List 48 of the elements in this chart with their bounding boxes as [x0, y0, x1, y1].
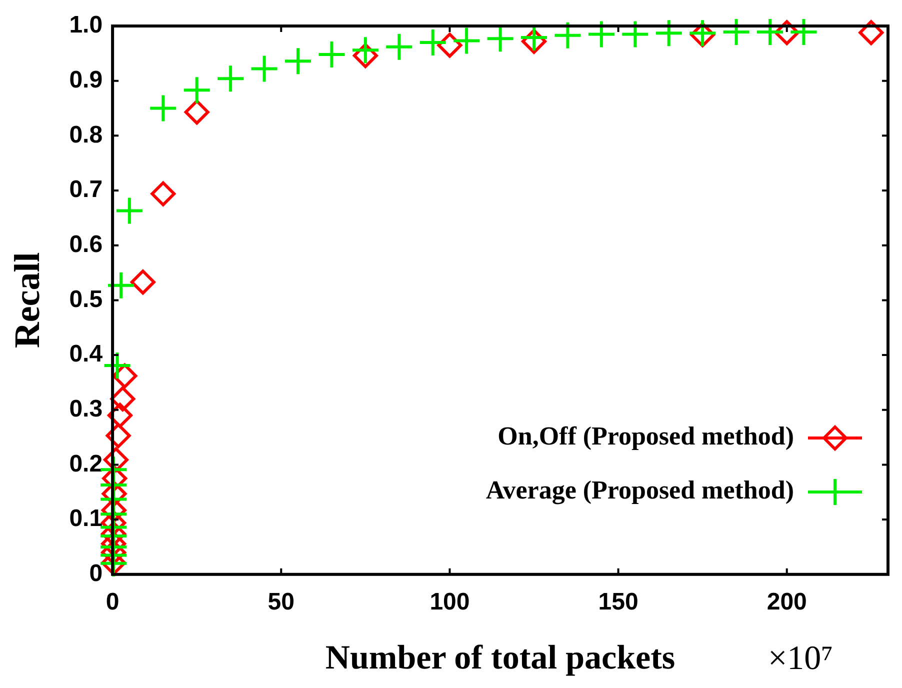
point	[487, 26, 514, 52]
point	[420, 29, 446, 56]
point	[218, 66, 244, 92]
x-tick-label: 150	[598, 588, 638, 616]
point	[386, 34, 412, 60]
y-tick-label: 0.5	[69, 286, 103, 313]
point	[184, 100, 210, 125]
point	[454, 28, 480, 54]
point	[150, 95, 176, 122]
point	[757, 19, 783, 46]
point	[251, 56, 278, 82]
x-tick-label: 200	[766, 588, 807, 616]
point	[106, 423, 131, 448]
point	[110, 386, 136, 412]
legend-label: Average (Proposed method)	[486, 476, 794, 505]
x-tick-label: 50	[268, 588, 294, 616]
y-tick-label: 0.1	[69, 505, 103, 532]
point	[108, 272, 134, 298]
point	[107, 402, 132, 428]
text: ×10⁷	[768, 640, 834, 677]
point	[130, 270, 156, 295]
point	[588, 21, 614, 48]
point	[352, 37, 378, 64]
x-axis-title: Number of total packets	[325, 639, 676, 676]
y-tick-label: 0.2	[69, 450, 103, 478]
y-tick-label: 0.7	[69, 176, 103, 204]
y-tick-label: 0.8	[69, 121, 103, 148]
point	[858, 20, 884, 46]
point	[622, 21, 648, 48]
y-tick-label: 0.3	[69, 396, 103, 423]
y-tick-label: 0.9	[69, 66, 103, 94]
point	[656, 20, 682, 46]
point	[116, 198, 142, 224]
y-axis-title: Recall	[6, 252, 47, 348]
point	[318, 42, 345, 68]
y-tick-label: 0	[89, 560, 103, 588]
point	[790, 19, 817, 46]
y-tick-label: 0.4	[69, 340, 104, 368]
y-tick-label: 1.0	[69, 12, 103, 39]
point	[184, 77, 210, 104]
y-tick-label: 0.6	[69, 230, 103, 258]
point	[723, 19, 750, 46]
point	[554, 22, 581, 48]
legend-label: On,Off (Proposed method)	[498, 422, 794, 451]
x-tick-label: 100	[430, 588, 470, 616]
point	[104, 352, 130, 378]
point	[284, 48, 311, 74]
point	[150, 181, 176, 206]
